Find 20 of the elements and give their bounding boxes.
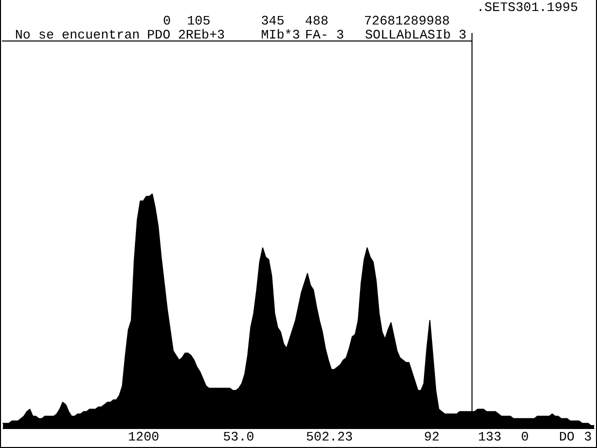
text: 105 <box>187 14 210 28</box>
text: 502.23 <box>306 430 353 444</box>
text: No se encuentran <box>15 28 140 42</box>
text: 1200 <box>128 430 160 444</box>
text: 2REb+3 <box>178 28 225 42</box>
text: 0 <box>163 14 171 28</box>
text: 3 <box>584 430 592 444</box>
text: 92 <box>424 430 440 444</box>
text: DO <box>559 430 575 444</box>
text: PDO <box>147 28 171 42</box>
text: 133 <box>478 430 502 444</box>
text: 0 <box>521 430 529 444</box>
text: 345 <box>261 14 284 28</box>
text: 53.0 <box>223 430 254 444</box>
text: MIb*3 <box>261 28 300 42</box>
text: 488 <box>305 14 328 28</box>
chart-title: .SETS301.1995 <box>476 0 578 15</box>
text: SOLLAbLASIb 3 <box>365 28 466 42</box>
text: FA- 3 <box>305 28 344 42</box>
text: 72681289988 <box>364 14 450 28</box>
